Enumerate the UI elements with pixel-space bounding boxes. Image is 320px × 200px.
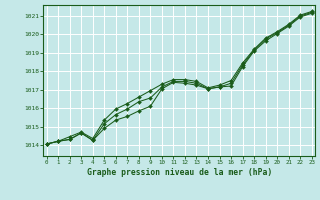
X-axis label: Graphe pression niveau de la mer (hPa): Graphe pression niveau de la mer (hPa) <box>87 168 272 177</box>
